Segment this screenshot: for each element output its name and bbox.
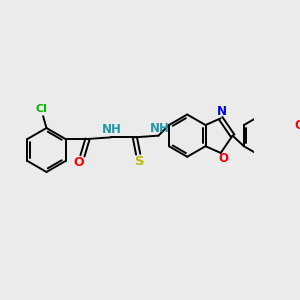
Text: O: O — [218, 152, 228, 165]
Text: O: O — [295, 118, 300, 132]
Text: NH: NH — [102, 123, 122, 136]
Text: Cl: Cl — [35, 104, 47, 114]
Text: NH: NH — [149, 122, 169, 134]
Text: O: O — [74, 156, 84, 169]
Text: S: S — [135, 155, 145, 168]
Text: N: N — [217, 105, 226, 118]
